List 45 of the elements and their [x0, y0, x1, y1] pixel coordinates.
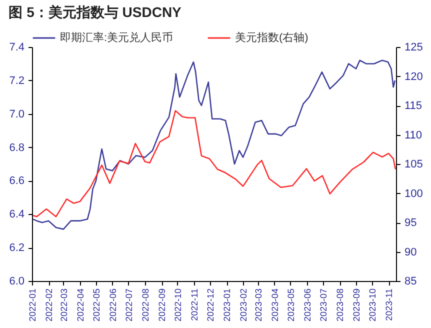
x-tick-label: 2022-11 [190, 288, 200, 321]
y-tick-label: 7.2 [9, 74, 24, 87]
chart-title: 图 5：美元指数与 USDCNY [8, 4, 182, 20]
y2-tick-label: 95 [404, 217, 417, 229]
x-tick-label: 2022-07 [124, 288, 134, 322]
x-tick-label: 2022-03 [58, 288, 69, 322]
x-tick-label: 2023-03 [253, 288, 264, 322]
x-tick-label: 2023-07 [318, 288, 328, 322]
x-tick-label: 2022-01 [28, 288, 38, 322]
x-tick-label: 2022-04 [75, 288, 86, 322]
y2-tick-label: 125 [404, 42, 423, 54]
y-tick-label: 6.6 [9, 175, 24, 188]
y-tick-label: 6.0 [9, 276, 24, 288]
x-tick-label: 2022-10 [172, 288, 183, 322]
x-tick-label: 2022-02 [44, 288, 54, 322]
line-series [32, 110, 396, 218]
y2-tick-label: 100 [404, 188, 423, 200]
x-tick-label: 2022-06 [108, 288, 118, 322]
legend-label: 即期汇率:美元兑人民币 [60, 31, 174, 44]
y-tick-label: 7.0 [9, 108, 24, 120]
x-tick-label: 2023-09 [352, 288, 362, 322]
legend-label: 美元指数(右轴) [235, 31, 308, 44]
x-tick-label: 2023-06 [302, 288, 312, 322]
x-tick-label: 2022-08 [140, 288, 150, 322]
x-tick-label: 2022-09 [157, 288, 168, 322]
x-tick-label: 2023-10 [368, 288, 378, 322]
y2-tick-label: 110 [404, 129, 422, 142]
x-tick-label: 2022-05 [91, 288, 102, 322]
x-tick-label: 2023-04 [270, 288, 280, 322]
x-tick-label: 2023-05 [286, 288, 296, 322]
x-tick-label: 2023-02 [238, 288, 249, 322]
line-series [32, 60, 396, 230]
y-tick-label: 6.4 [9, 208, 24, 221]
x-tick-label: 2023-08 [335, 288, 346, 322]
y2-tick-label: 85 [404, 276, 417, 288]
y-tick-label: 7.4 [9, 42, 24, 54]
y2-tick-label: 120 [404, 70, 423, 83]
x-tick-label: 2023-11 [384, 288, 394, 321]
x-tick-label: 2022-12 [206, 288, 216, 322]
y-tick-label: 6.2 [9, 242, 24, 254]
y-tick-label: 6.8 [9, 142, 24, 154]
y2-tick-label: 115 [404, 100, 422, 112]
x-tick-label: 2023-01 [222, 288, 232, 322]
y2-tick-label: 105 [404, 158, 423, 170]
y2-tick-label: 90 [404, 246, 417, 258]
